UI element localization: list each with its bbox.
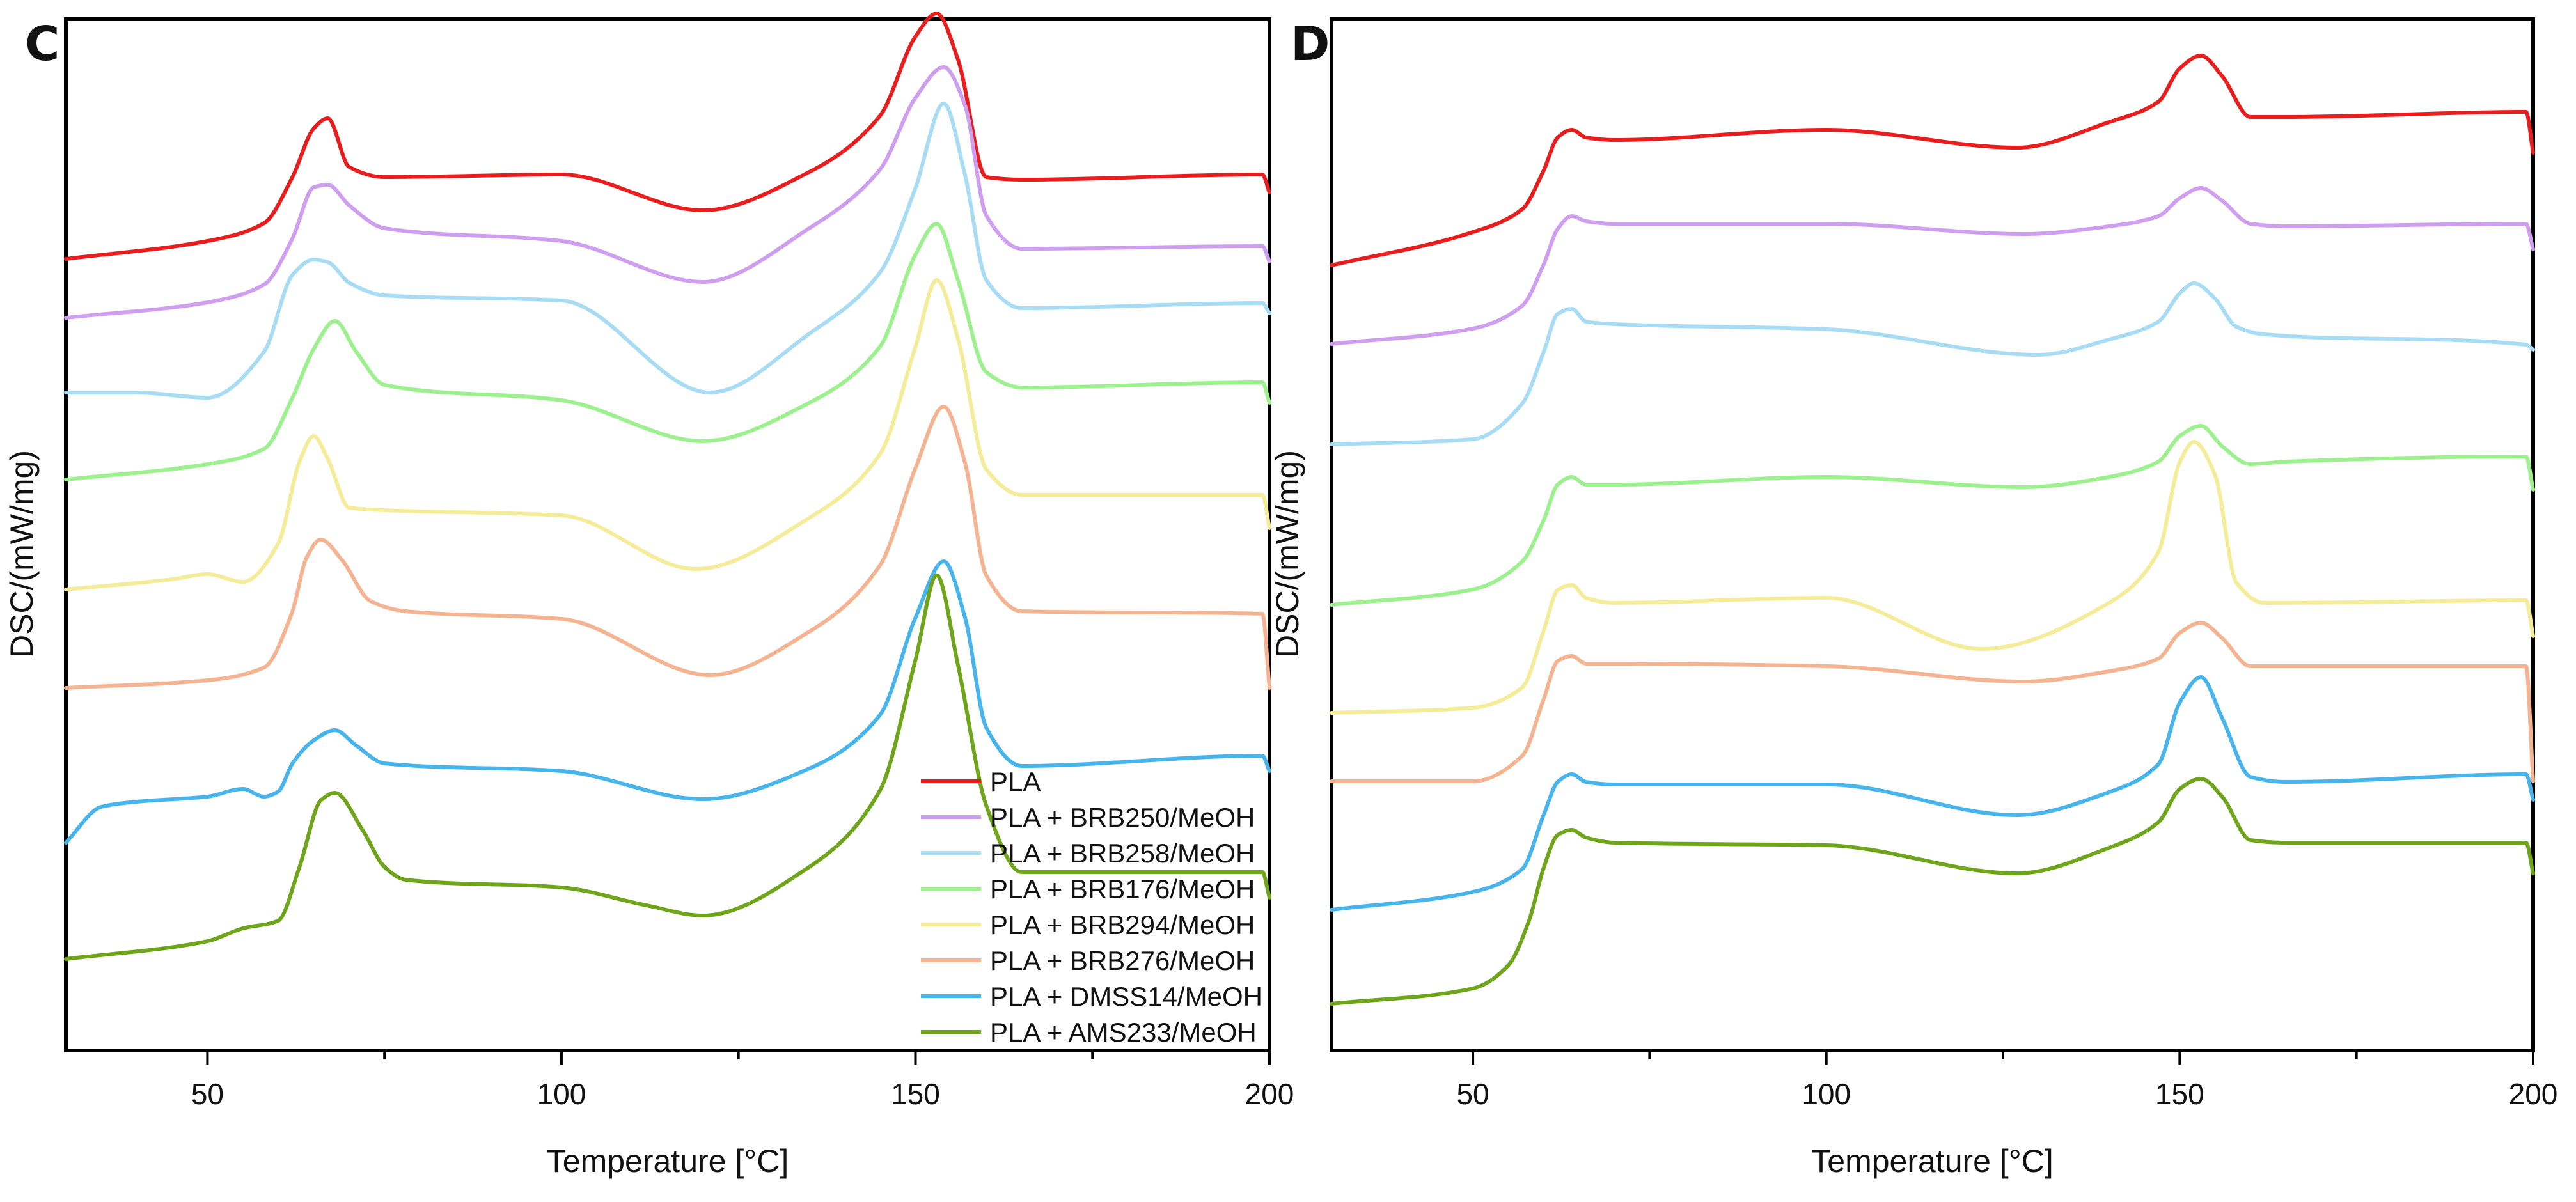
panel-c-frame — [64, 17, 1271, 1052]
panel-c-tick-label-150: 150 — [891, 1077, 940, 1111]
panel-c-curves — [64, 12, 1271, 961]
panel-c-curve-pla-brb258-meoh — [64, 102, 1271, 400]
panel-d: D DSC/(mW/mg) Temperature [°C] 50 100 150 2… — [1269, 17, 2557, 1179]
panel-c-curve-pla-brb250-meoh — [64, 65, 1271, 320]
panel-d-curve-pla-brb258-meoh — [1330, 281, 2535, 446]
panel-d-tick-label-100: 100 — [1802, 1077, 1851, 1111]
panel-c-curve-pla-dmss14-meoh — [64, 559, 1271, 845]
panel-d-curve-pla-brb176-meoh — [1330, 424, 2535, 607]
panel-d-x-ticks: 50 100 150 200 — [1456, 1050, 2557, 1111]
panel-d-curve-pla-brb250-meoh — [1330, 186, 2535, 346]
legend-label-pla: PLA — [990, 767, 1041, 797]
panel-d-tick-label-200: 200 — [2509, 1077, 2558, 1111]
panel-d-curve-pla-ams233-meoh — [1330, 777, 2535, 1006]
panel-d-label: D — [1291, 17, 1330, 72]
panel-c-tick-label-50: 50 — [191, 1077, 224, 1111]
legend-label-pla-brb276-meoh: PLA + BRB276/MeOH — [990, 946, 1255, 976]
panel-c-curve-pla-ams233-meoh — [64, 574, 1271, 961]
panel-c-x-ticks: 50 100 150 200 — [191, 1050, 1294, 1111]
legend-label-pla-brb250-meoh: PLA + BRB250/MeOH — [990, 802, 1255, 832]
panel-c-legend: PLA PLA + BRB250/MeOH PLA + BRB258/MeOH PLA… — [921, 767, 1262, 1047]
panel-d-curve-pla-brb294-meoh — [1330, 440, 2535, 715]
panel-d-curve-pla — [1330, 54, 2535, 267]
panel-d-curves — [1330, 54, 2535, 1006]
panel-d-tick-label-150: 150 — [2155, 1077, 2204, 1111]
panel-c-x-axis-title: Temperature [°C] — [547, 1143, 789, 1179]
panel-d-x-axis-title: Temperature [°C] — [1811, 1143, 2053, 1179]
panel-d-tick-label-50: 50 — [1456, 1077, 1489, 1111]
panel-c-curve-pla-brb276-meoh — [64, 405, 1271, 690]
panel-d-frame — [1330, 17, 2535, 1052]
panel-c-y-axis-title: DSC/(mW/mg) — [4, 450, 40, 658]
legend-label-pla-dmss14-meoh: PLA + DMSS14/MeOH — [990, 981, 1262, 1011]
panel-c-tick-label-100: 100 — [537, 1077, 586, 1111]
legend-label-pla-brb258-meoh: PLA + BRB258/MeOH — [990, 838, 1255, 868]
panel-c-label: C — [25, 17, 59, 72]
panel-c: C DSC/(mW/mg) Temperature [°C] 50 100 150 2… — [4, 12, 1294, 1179]
panel-d-y-axis-title: DSC/(mW/mg) — [1269, 450, 1305, 658]
panel-d-curve-pla-brb276-meoh — [1330, 621, 2535, 784]
legend-label-pla-brb294-meoh: PLA + BRB294/MeOH — [990, 910, 1255, 940]
panel-c-curve-pla-brb294-meoh — [64, 278, 1271, 591]
panel-c-tick-label-200: 200 — [1245, 1077, 1294, 1111]
panel-c-curve-pla-brb176-meoh — [64, 222, 1271, 481]
panel-d-curve-pla-dmss14-meoh — [1330, 675, 2535, 912]
legend-label-pla-brb176-meoh: PLA + BRB176/MeOH — [990, 874, 1255, 904]
panel-c-curve-pla — [64, 12, 1271, 261]
legend-label-pla-ams233-meoh: PLA + AMS233/MeOH — [990, 1017, 1257, 1047]
